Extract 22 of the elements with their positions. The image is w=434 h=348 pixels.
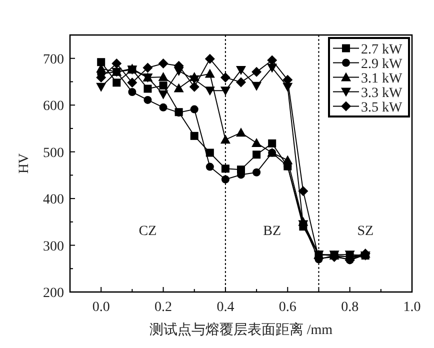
- legend-label: 3.3 kW: [361, 86, 403, 101]
- legend-label: 3.5 kW: [361, 100, 403, 116]
- x-tick-label: 0.8: [341, 300, 359, 315]
- x-tick-label: 0.4: [216, 300, 234, 315]
- x-tick-label: 0.0: [92, 300, 110, 315]
- y-tick-label: 200: [43, 286, 64, 301]
- y-axis-title: HV: [17, 153, 32, 174]
- y-tick-label: 700: [43, 52, 64, 68]
- y-tick-label: 300: [43, 239, 64, 254]
- x-axis-title: 测试点与熔覆层表面距离 /mm: [149, 322, 333, 338]
- x-tick-label: 1.0: [403, 300, 421, 315]
- annotation: CZ: [138, 224, 157, 239]
- x-tick-label: 0.2: [154, 300, 172, 315]
- x-tick-label: 0.6: [278, 300, 296, 315]
- legend-label: 2.7 kW: [361, 42, 403, 58]
- y-tick-label: 500: [43, 146, 64, 161]
- annotation: SZ: [357, 224, 374, 239]
- legend-label: 3.1 kW: [361, 71, 403, 86]
- annotation: BZ: [263, 224, 282, 239]
- legend-label: 2.9 kW: [361, 56, 403, 72]
- y-tick-label: 600: [43, 99, 64, 114]
- y-tick-label: 400: [43, 192, 64, 208]
